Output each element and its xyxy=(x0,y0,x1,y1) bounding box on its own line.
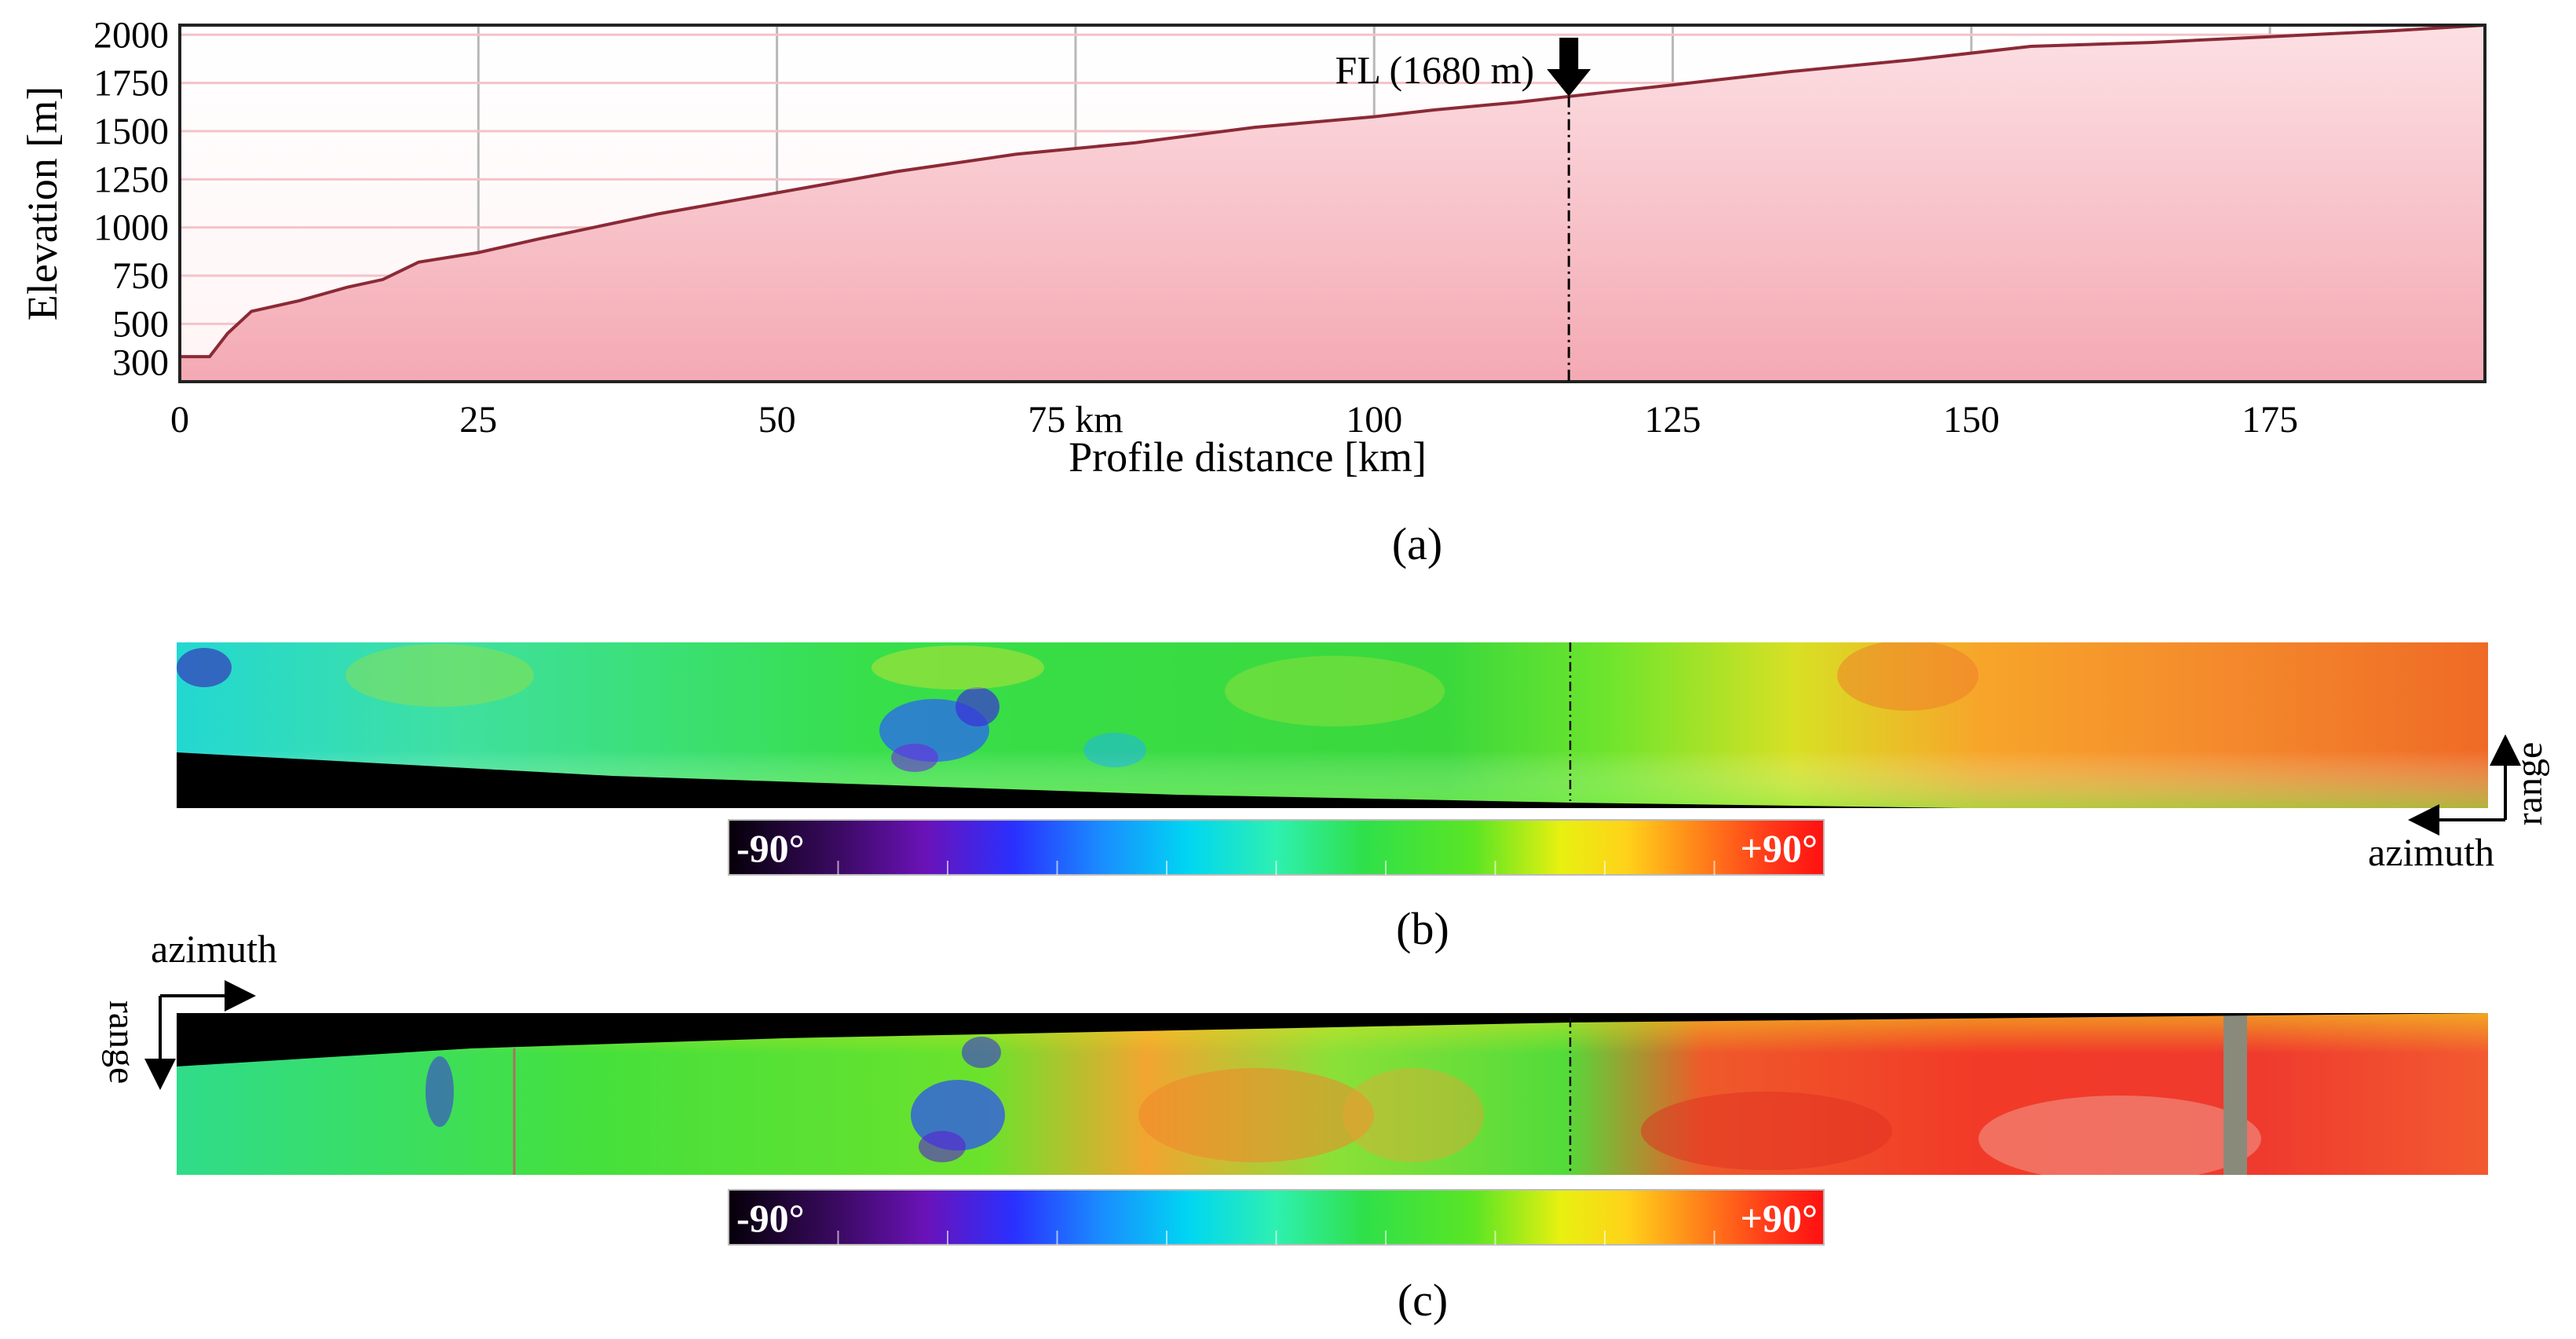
colorbar-max-label-c: +90° xyxy=(1741,1196,1818,1240)
y-tick-label: 750 xyxy=(112,255,169,297)
y-tick-label: 300 xyxy=(112,342,169,383)
x-axis-label: Profile distance [km] xyxy=(1069,434,1427,481)
insar-panel-b: -90° +90° (b) range azimuth xyxy=(177,642,2550,954)
x-tick-label: 50 xyxy=(758,399,796,441)
panel-label-b: (b) xyxy=(1396,903,1449,954)
x-tick-label: 125 xyxy=(1645,399,1701,441)
panel-label-a: (a) xyxy=(1392,518,1442,569)
y-tick-label: 500 xyxy=(112,303,169,345)
colorbar-min-label-b: -90° xyxy=(736,826,805,870)
no-data-stripe xyxy=(2223,1013,2247,1175)
x-tick-label: 75 km xyxy=(1028,399,1123,441)
x-tick-label: 0 xyxy=(170,399,189,441)
y-tick-label: 1000 xyxy=(93,207,169,249)
azimuth-label-c: azimuth xyxy=(151,927,277,971)
x-tick-label: 100 xyxy=(1346,399,1402,441)
x-tick-label: 25 xyxy=(459,399,497,441)
colorbar-ticks-b xyxy=(837,861,1716,875)
no-data-wedge-c xyxy=(177,1013,2488,1066)
colorbar-min-label-c: -90° xyxy=(736,1196,805,1240)
fl-arrow-icon xyxy=(1547,38,1591,97)
elevation-area xyxy=(180,25,2485,382)
phase-image-b xyxy=(177,642,2488,808)
x-tick-label: 175 xyxy=(2242,399,2298,441)
y-tick-label: 1750 xyxy=(93,63,169,104)
plot-frame xyxy=(178,24,2486,383)
fl-annotation: FL (1680 m) xyxy=(1336,48,1535,92)
y-tick-label: 2000 xyxy=(93,14,169,56)
range-label-c: range xyxy=(101,1001,143,1085)
y-axis-label: Elevation [m] xyxy=(19,86,66,320)
colorbar-max-label-b: +90° xyxy=(1741,826,1818,870)
y-tick-label: 1250 xyxy=(93,159,169,200)
no-data-wedge xyxy=(177,752,1963,808)
x-tick-label: 150 xyxy=(1943,399,2000,441)
colorbar-ticks-c xyxy=(837,1231,1716,1245)
elevation-line xyxy=(180,24,2486,359)
phase-image-c xyxy=(177,1013,2488,1175)
azimuth-label-b: azimuth xyxy=(2368,830,2494,874)
insar-panel-c: -90° +90° (c) azimuth range xyxy=(101,927,2488,1326)
panel-label-c: (c) xyxy=(1398,1275,1448,1326)
range-label-b: range xyxy=(2508,742,2550,826)
y-tick-label: 1500 xyxy=(93,111,169,152)
